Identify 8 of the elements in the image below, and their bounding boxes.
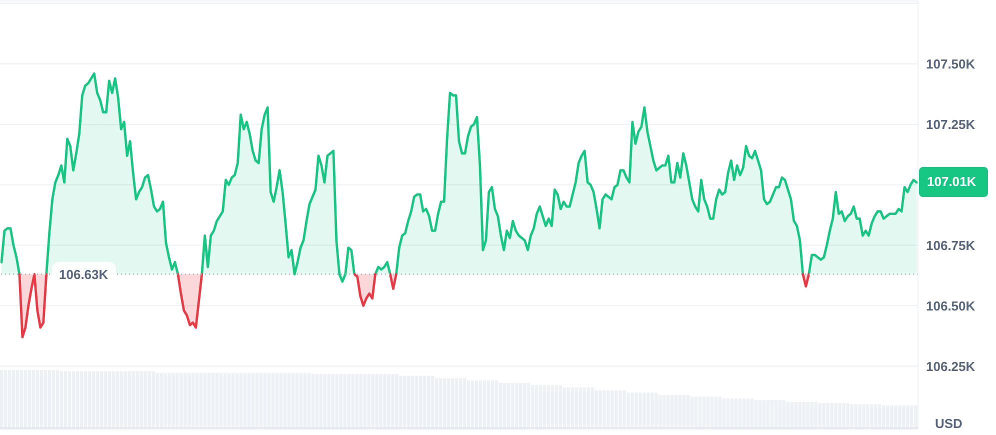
ref-line-label: 106.63K [59, 266, 109, 282]
y-axis-title: USD [935, 416, 962, 431]
y-tick-label: 106.25K [926, 358, 976, 374]
y-tick-label: 107.25K [926, 117, 976, 132]
y-tick-label: 106.50K [926, 298, 976, 314]
text: 107.01K [919, 167, 988, 198]
y-tick-label: 107.50K [926, 56, 976, 72]
y-tick-label: 106.75K [926, 238, 976, 253]
